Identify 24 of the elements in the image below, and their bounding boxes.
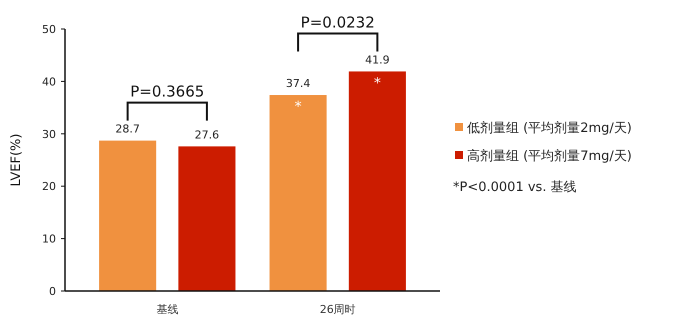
y-tick-label: 30: [42, 128, 56, 141]
y-tick-label: 20: [42, 180, 56, 194]
data-label: 41.9: [365, 53, 390, 66]
bar: [270, 95, 327, 291]
x-tick-label: 基线: [156, 303, 178, 316]
y-tick-label: 50: [42, 23, 56, 36]
x-tick-label: 26周时: [320, 303, 356, 316]
data-label: 28.7: [115, 122, 140, 136]
bar: [178, 146, 236, 291]
legend-label: 高剂量组 (平均剂量7mg/天): [467, 148, 632, 164]
legend-label: 低剂量组 (平均剂量2mg/天): [467, 120, 632, 136]
annotation: P=0.3665: [130, 82, 204, 101]
annotation: P=0.0232: [300, 13, 375, 32]
y-tick-label: 10: [42, 232, 56, 246]
y-tick-label: 40: [42, 75, 56, 88]
bar: [348, 71, 406, 291]
data-label: 37.4: [286, 77, 310, 90]
annotation: *: [374, 75, 381, 92]
annotation: *: [294, 99, 302, 116]
text: *P<0.0001 vs. 基线: [453, 180, 577, 195]
data-label: 27.6: [194, 128, 220, 142]
y-axis-title: LVEF(%): [9, 134, 24, 186]
y-tick-label: 0: [49, 285, 56, 298]
bar: [99, 140, 156, 291]
